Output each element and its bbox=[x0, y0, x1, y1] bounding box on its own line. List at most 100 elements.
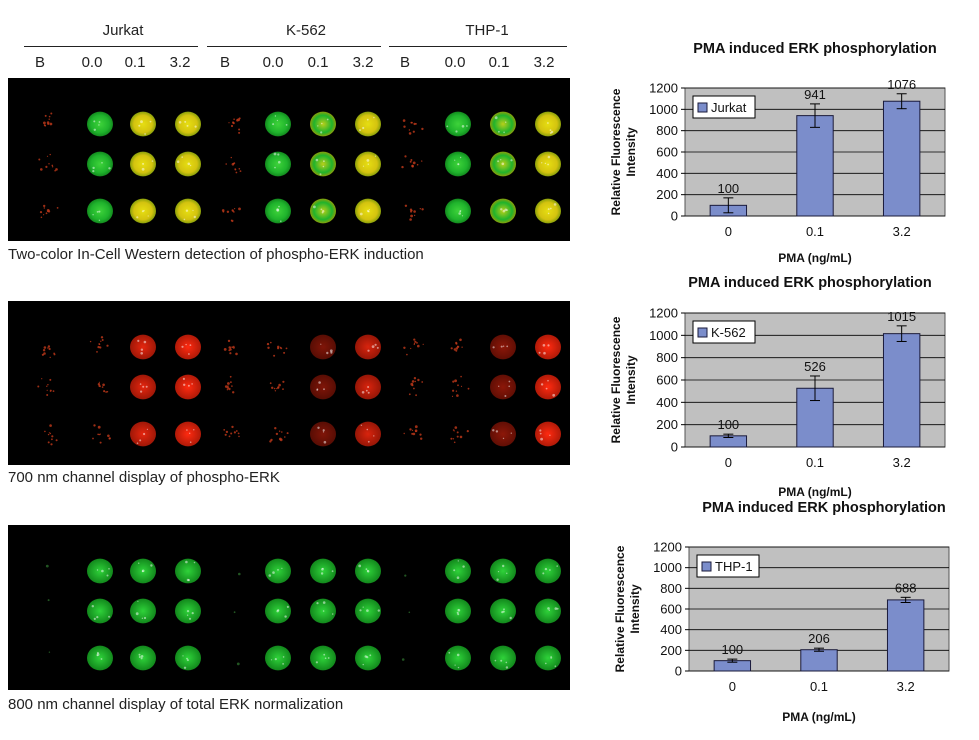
plate-panel-700nm bbox=[8, 301, 570, 465]
well bbox=[535, 111, 561, 137]
y-tick-label: 1200 bbox=[649, 306, 678, 321]
well bbox=[130, 334, 156, 360]
well bbox=[87, 151, 113, 177]
well bbox=[265, 598, 291, 624]
x-axis-label: PMA (ng/mL) bbox=[782, 710, 856, 724]
group-rule bbox=[207, 46, 381, 47]
well bbox=[225, 156, 242, 174]
error-bar bbox=[810, 375, 820, 402]
bar bbox=[886, 599, 925, 672]
well bbox=[408, 611, 411, 614]
legend-swatch bbox=[697, 327, 708, 338]
well bbox=[236, 662, 240, 666]
legend-swatch bbox=[697, 102, 708, 113]
error-bar bbox=[723, 433, 734, 439]
well bbox=[355, 374, 381, 400]
y-axis-label: Relative FluorescenceIntensity bbox=[613, 545, 642, 672]
well bbox=[223, 339, 238, 356]
well bbox=[130, 374, 156, 400]
well bbox=[450, 426, 469, 444]
well bbox=[175, 421, 201, 447]
y-tick-label: 1200 bbox=[649, 81, 678, 96]
well bbox=[43, 112, 53, 127]
well bbox=[175, 151, 201, 177]
well bbox=[451, 375, 470, 397]
well bbox=[404, 204, 424, 221]
well bbox=[38, 153, 58, 172]
data-label: 100 bbox=[717, 181, 739, 196]
well bbox=[535, 198, 561, 224]
well bbox=[310, 151, 336, 177]
well bbox=[403, 425, 423, 440]
lane-label: 3.2 bbox=[352, 54, 374, 71]
well bbox=[310, 198, 336, 224]
well bbox=[490, 598, 516, 624]
chart-thp1: PMA induced ERK phosphorylation 0 200 400 60… bbox=[600, 495, 979, 730]
well bbox=[48, 651, 51, 653]
lane-label: 0.0 bbox=[81, 54, 103, 71]
chart-title: PMA induced ERK phosphorylation bbox=[693, 41, 937, 57]
bar bbox=[882, 100, 921, 217]
well bbox=[130, 151, 156, 177]
well bbox=[175, 598, 201, 624]
chart-k562: PMA induced ERK phosphorylation 0 200 400 60… bbox=[600, 270, 970, 500]
well bbox=[403, 338, 424, 356]
well bbox=[401, 155, 423, 169]
well bbox=[89, 336, 109, 353]
well bbox=[310, 645, 336, 671]
well bbox=[175, 334, 201, 360]
legend-label: THP-1 bbox=[715, 559, 753, 574]
well bbox=[445, 645, 471, 671]
y-tick-label: 0 bbox=[671, 209, 678, 224]
data-label: 526 bbox=[804, 359, 826, 374]
well bbox=[490, 421, 516, 447]
well bbox=[310, 558, 336, 584]
well bbox=[37, 378, 55, 396]
lane-label: B bbox=[219, 54, 230, 71]
y-axis-label: Relative FluorescenceIntensity bbox=[609, 88, 638, 215]
well bbox=[445, 198, 471, 224]
data-label: 100 bbox=[717, 417, 739, 432]
well bbox=[355, 598, 381, 624]
legend: K-562 bbox=[692, 320, 756, 344]
well bbox=[92, 424, 111, 444]
lane-label: 3.2 bbox=[169, 54, 191, 71]
bar bbox=[800, 649, 838, 672]
plate-image-two-color bbox=[38, 111, 561, 224]
well bbox=[490, 645, 516, 671]
y-tick-label: 1000 bbox=[653, 560, 682, 575]
lane-label: 0.1 bbox=[124, 54, 146, 71]
x-tick-label: 3.2 bbox=[893, 455, 911, 470]
well bbox=[408, 377, 424, 397]
well bbox=[355, 421, 381, 447]
lane-label: 0.0 bbox=[262, 54, 284, 71]
well bbox=[310, 334, 336, 360]
well bbox=[355, 334, 381, 360]
y-tick-label: 0 bbox=[675, 664, 682, 679]
well bbox=[45, 564, 49, 568]
group-label-thp-1: THP-1 bbox=[465, 22, 509, 39]
caption-800nm: 800 nm channel display of total ERK norm… bbox=[8, 696, 344, 713]
chart-title: PMA induced ERK phosphorylation bbox=[702, 500, 946, 516]
well bbox=[175, 558, 201, 584]
well bbox=[130, 198, 156, 224]
well bbox=[490, 558, 516, 584]
well bbox=[223, 425, 240, 438]
data-label: 688 bbox=[895, 580, 917, 595]
well bbox=[535, 645, 561, 671]
well bbox=[266, 341, 288, 357]
x-tick-label: 0.1 bbox=[806, 455, 824, 470]
group-label-jurkat: Jurkat bbox=[102, 22, 144, 39]
x-tick-label: 0 bbox=[729, 679, 736, 694]
well bbox=[130, 645, 156, 671]
y-tick-label: 400 bbox=[656, 395, 678, 410]
lane-label: B bbox=[399, 54, 410, 71]
plate-panel-800nm bbox=[8, 525, 570, 690]
well bbox=[445, 151, 471, 177]
y-tick-label: 1000 bbox=[649, 102, 678, 117]
well bbox=[130, 111, 156, 137]
x-tick-label: 3.2 bbox=[893, 224, 911, 239]
well bbox=[535, 598, 561, 624]
data-label: 100 bbox=[721, 642, 743, 657]
y-tick-label: 800 bbox=[656, 123, 678, 138]
